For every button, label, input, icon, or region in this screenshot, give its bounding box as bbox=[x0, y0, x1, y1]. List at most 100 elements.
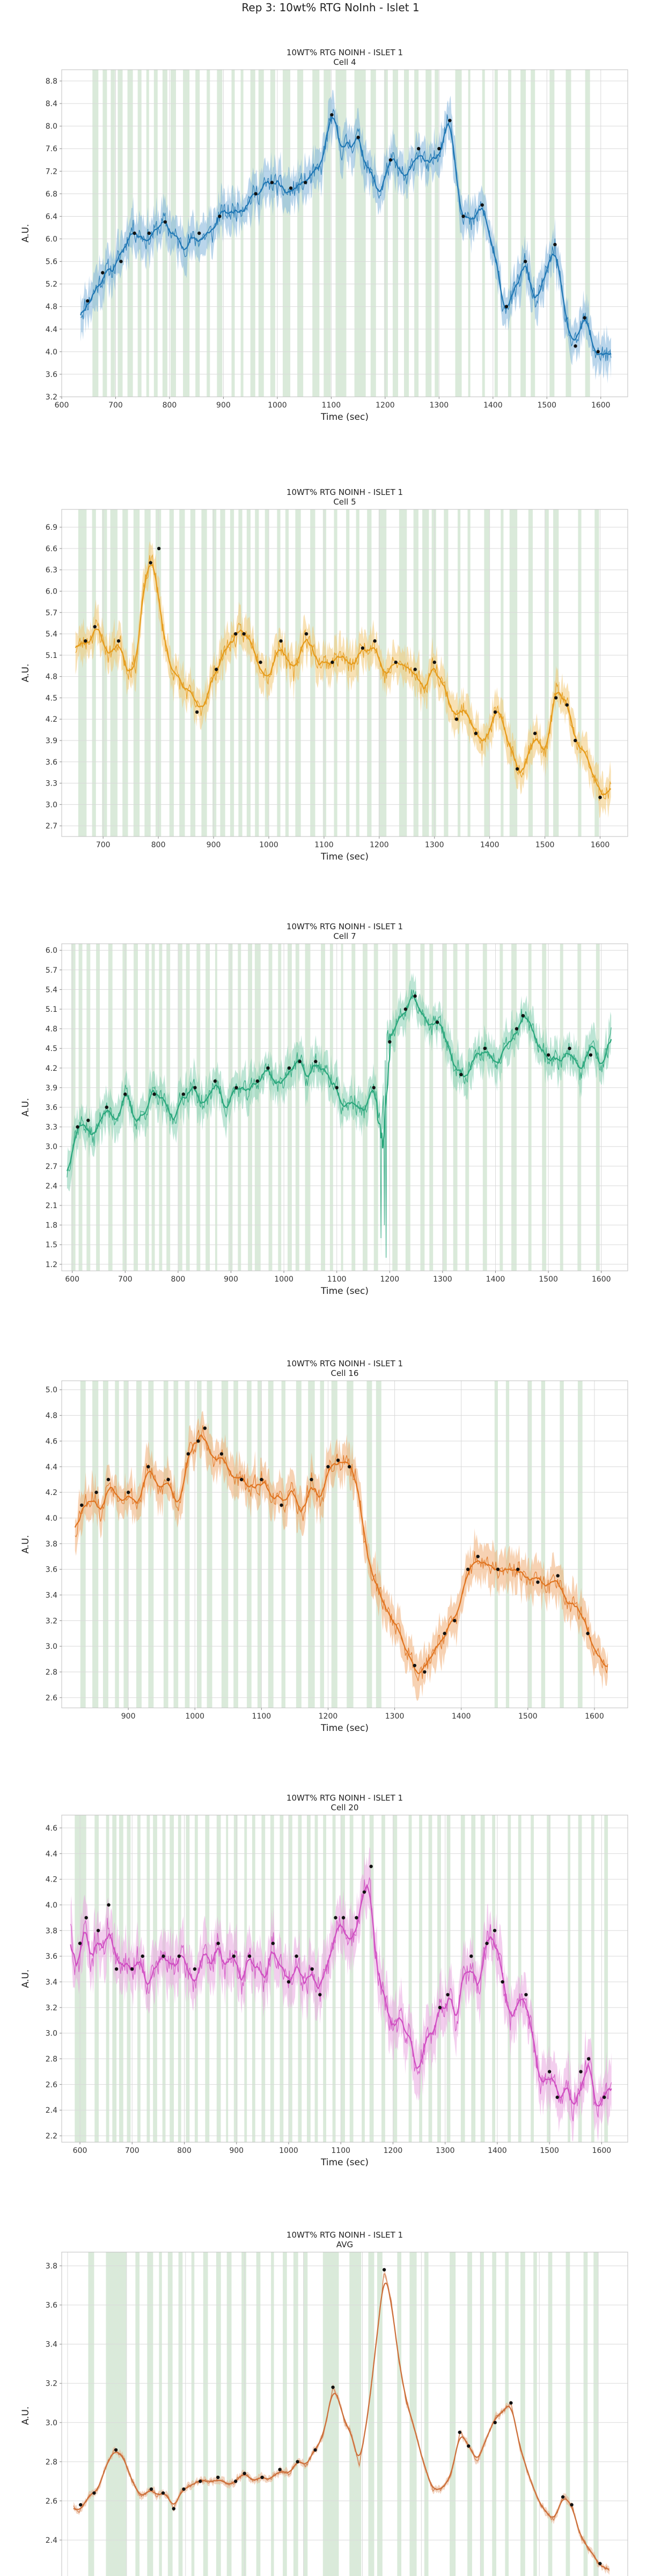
peak-marker bbox=[388, 1040, 392, 1044]
peak-marker bbox=[533, 731, 537, 735]
peak-markers bbox=[86, 113, 600, 354]
y-tick-label: 2.6 bbox=[46, 1694, 57, 1702]
peak-markers bbox=[78, 1864, 606, 2099]
peak-marker bbox=[423, 1670, 427, 1674]
x-axis-label: Time (sec) bbox=[320, 1723, 369, 1734]
peak-marker bbox=[318, 1993, 322, 1997]
peak-marker bbox=[106, 1477, 111, 1482]
x-tick-label: 900 bbox=[229, 2146, 244, 2155]
peak-marker bbox=[247, 1954, 252, 1958]
stimulus-band bbox=[303, 2252, 308, 2576]
y-tick-label: 4.2 bbox=[46, 1876, 57, 1884]
signal-line bbox=[75, 1425, 608, 1682]
x-tick-label: 800 bbox=[171, 1275, 186, 1284]
stimulus-band bbox=[310, 509, 315, 837]
peak-marker bbox=[80, 1503, 84, 1507]
chart-title: 10WT% RTG NOINH - ISLET 1 bbox=[287, 487, 403, 497]
stimulus-band bbox=[277, 509, 281, 837]
peak-marker bbox=[362, 1890, 366, 1894]
plot-frame bbox=[61, 69, 628, 397]
x-tick-label: 800 bbox=[151, 841, 166, 849]
peak-markers bbox=[76, 994, 593, 1129]
peak-marker bbox=[565, 703, 569, 707]
y-tick-label: 4.0 bbox=[46, 348, 57, 357]
x-tick-label: 1600 bbox=[592, 1275, 611, 1284]
peak-marker bbox=[101, 271, 105, 275]
peak-marker bbox=[94, 1490, 98, 1494]
y-tick-label: 3.8 bbox=[46, 2262, 57, 2271]
stimulus-band bbox=[221, 1381, 229, 1708]
peak-marker bbox=[369, 1864, 373, 1868]
y-tick-label: 4.6 bbox=[46, 1437, 57, 1446]
peak-marker bbox=[266, 1066, 270, 1070]
stimulus-band bbox=[148, 1381, 154, 1708]
x-axis: 600 700 800 900 1000 1100 1200 1300 1400 1500 1600 bbox=[65, 1271, 611, 1284]
peak-marker bbox=[114, 1967, 119, 1971]
stimulus-band bbox=[75, 1815, 86, 2142]
peak-marker bbox=[289, 186, 293, 190]
peak-marker bbox=[521, 1014, 525, 1018]
x-tick-label: 1000 bbox=[268, 401, 287, 410]
peak-marker bbox=[509, 2401, 513, 2405]
x-tick-label: 1600 bbox=[585, 1712, 604, 1721]
stimulus-band bbox=[270, 70, 275, 397]
peak-marker bbox=[435, 1020, 439, 1024]
stimulus-band bbox=[110, 509, 117, 837]
peak-marker bbox=[203, 1426, 207, 1430]
chart-title: 10WT% RTG NOINH - ISLET 1 bbox=[287, 1793, 403, 1803]
y-tick-label: 4.5 bbox=[46, 694, 57, 702]
x-tick-label: 1400 bbox=[452, 1712, 471, 1721]
stimulus-band bbox=[347, 1381, 354, 1708]
figure-suptitle: Rep 3: 10wt% RTG NoInh - Islet 1 bbox=[241, 1, 419, 14]
peak-marker bbox=[454, 717, 459, 721]
y-tick-label: 2.6 bbox=[46, 2081, 57, 2089]
y-tick-label: 6.0 bbox=[46, 946, 57, 955]
peak-marker bbox=[310, 1967, 314, 1971]
y-axis: 2.6 2.8 3.0 3.2 3.4 3.6 3.8 4.0 4.2 4.4 4.6 4.8 5.0 bbox=[46, 1386, 62, 1702]
stimulus-band bbox=[255, 509, 259, 837]
stimulus-band bbox=[527, 1381, 532, 1708]
y-tick-label: 3.9 bbox=[46, 737, 57, 745]
signal-spread bbox=[80, 90, 611, 384]
y-tick-label: 1.2 bbox=[46, 1261, 57, 1269]
peak-marker bbox=[524, 1993, 528, 1997]
peak-marker bbox=[197, 231, 201, 235]
peak-marker bbox=[586, 1632, 590, 1635]
peak-marker bbox=[448, 119, 452, 122]
y-tick-label: 3.4 bbox=[46, 1591, 57, 1600]
stimulus-band bbox=[408, 1815, 412, 2142]
stimulus-band bbox=[322, 509, 327, 837]
signal-line bbox=[70, 1877, 612, 2122]
peak-marker bbox=[515, 767, 519, 771]
stimulus-band bbox=[560, 1381, 564, 1708]
stimulus-band bbox=[593, 2252, 599, 2576]
y-axis-label: A.U. bbox=[20, 224, 31, 243]
y-tick-label: 5.4 bbox=[46, 630, 57, 639]
y-tick-label: 2.1 bbox=[46, 1202, 57, 1210]
stimulus-band bbox=[369, 1815, 374, 2142]
peak-marker bbox=[78, 1942, 82, 1945]
x-tick-label: 1000 bbox=[259, 841, 278, 849]
stimulus-band bbox=[270, 1815, 274, 2142]
stimulus-band bbox=[509, 509, 518, 837]
peak-marker bbox=[193, 1967, 197, 1971]
stimulus-band bbox=[183, 70, 190, 397]
stimulus-band bbox=[94, 1815, 99, 2142]
peak-marker bbox=[310, 1477, 313, 1482]
peak-marker bbox=[554, 696, 558, 700]
peak-marker bbox=[570, 2503, 574, 2507]
x-tick-label: 900 bbox=[121, 1712, 136, 1721]
stimulus-band bbox=[178, 1815, 181, 2142]
stimulus-band bbox=[115, 1381, 119, 1708]
stimulus-band bbox=[384, 70, 388, 397]
stimulus-band bbox=[320, 1381, 325, 1708]
y-tick-label: 3.6 bbox=[46, 758, 57, 767]
peak-marker bbox=[133, 231, 136, 235]
x-axis-label: Time (sec) bbox=[320, 412, 369, 423]
x-tick-label: 1300 bbox=[425, 841, 444, 849]
plot-frame bbox=[61, 1815, 628, 2143]
stimulus-band bbox=[163, 1381, 168, 1708]
smoothed-signal-line bbox=[80, 117, 612, 356]
y-tick-label: 8.8 bbox=[46, 77, 57, 86]
